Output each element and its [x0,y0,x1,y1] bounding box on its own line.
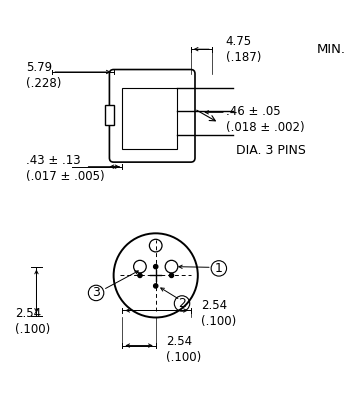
Text: 1: 1 [215,262,223,275]
Bar [105,105,114,124]
Text: .46 ± .05
(.018 ± .002): .46 ± .05 (.018 ± .002) [226,105,305,134]
Circle shape [154,284,158,288]
Circle shape [133,260,146,273]
FancyBboxPatch shape [109,70,195,162]
Text: DIA. 3 PINS: DIA. 3 PINS [236,144,306,157]
Circle shape [165,260,178,273]
Text: 5.79
(.228): 5.79 (.228) [26,61,61,90]
Text: 2.54
(.100): 2.54 (.100) [15,306,51,336]
Text: .43 ± .13
(.017 ± .005): .43 ± .13 (.017 ± .005) [26,154,105,183]
Text: 2: 2 [178,297,186,310]
Text: 3: 3 [92,286,100,300]
Circle shape [149,239,162,252]
Circle shape [169,273,174,278]
Text: 2.54
(.100): 2.54 (.100) [201,300,236,328]
Text: 4.75
(.187): 4.75 (.187) [226,35,261,64]
Bar [122,88,177,149]
Circle shape [154,264,158,269]
Text: MIN.: MIN. [317,43,346,56]
Text: 2.54
(.100): 2.54 (.100) [166,334,202,364]
Circle shape [138,273,142,278]
